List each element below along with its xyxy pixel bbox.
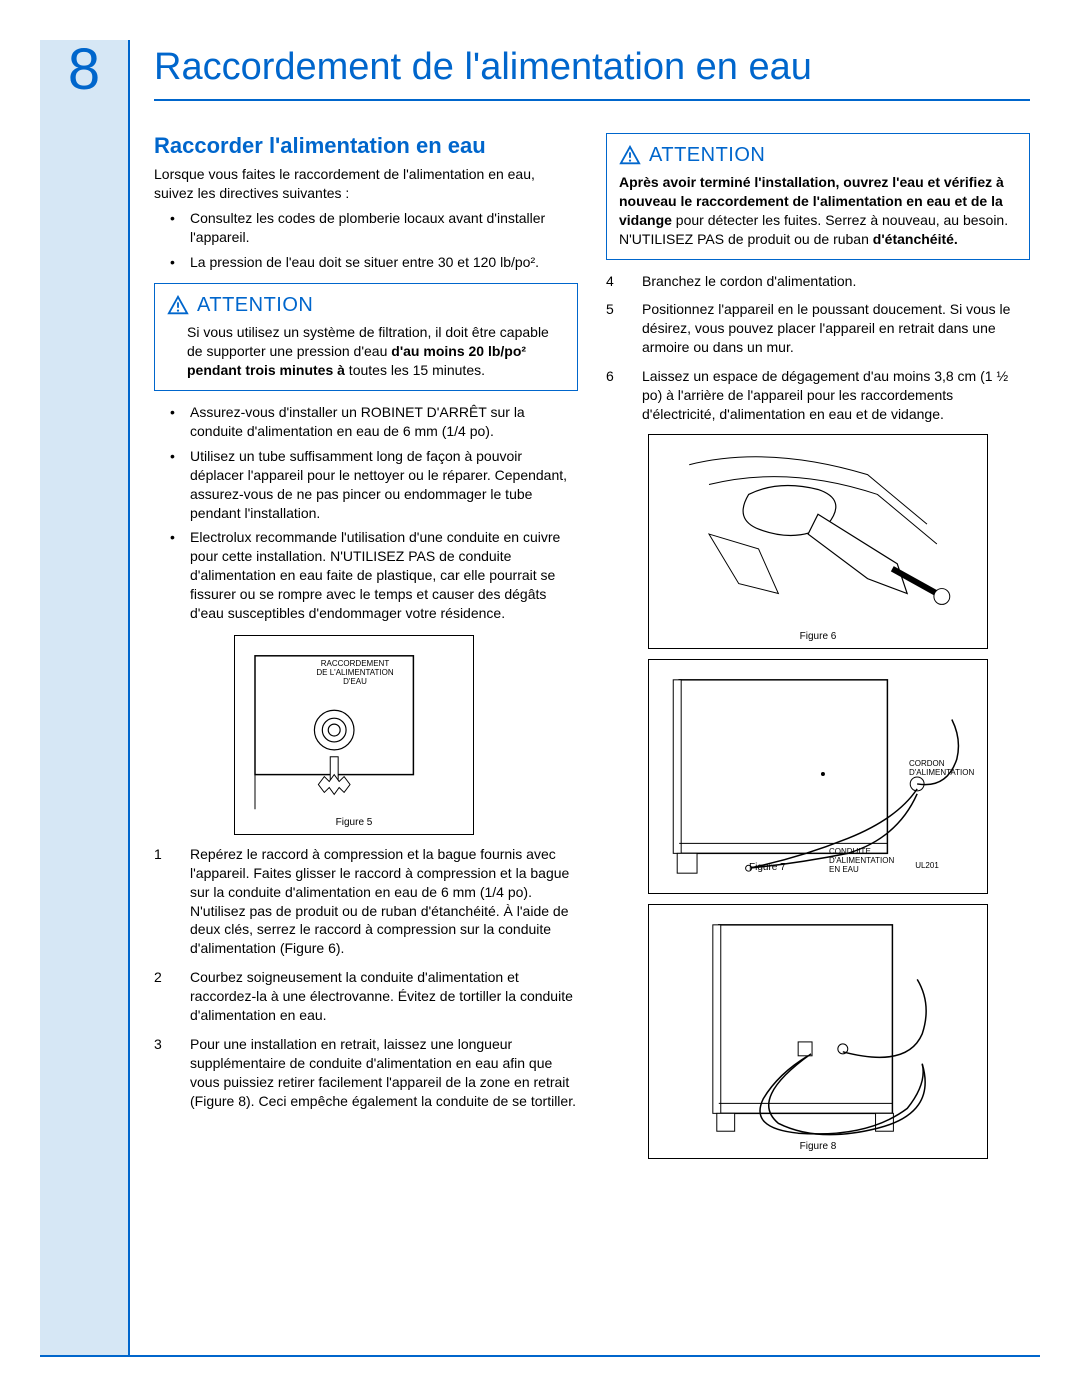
attention-body: Si vous utilisez un système de filtratio… xyxy=(167,323,565,380)
step-text: Repérez le raccord à compression et la b… xyxy=(190,845,578,958)
figure-7-caption: Figure 7 xyxy=(749,862,786,873)
bullet-list-1: Consultez les codes de plomberie locaux … xyxy=(154,209,578,272)
bullet-item: Assurez-vous d'installer un ROBINET D'AR… xyxy=(190,403,578,441)
attention-box-1: ATTENTION Si vous utilisez un système de… xyxy=(154,283,578,391)
attention-title: ATTENTION xyxy=(649,144,765,167)
attention-header: ATTENTION xyxy=(167,294,565,317)
step-num: 3 xyxy=(154,1035,190,1111)
step-text: Branchez le cordon d'alimentation. xyxy=(642,272,1030,291)
step-text: Positionnez l'appareil en le poussant do… xyxy=(642,300,1030,357)
figure-5-label: RACCORDEMENT DE L'ALIMENTATION D'EAU xyxy=(305,660,405,686)
steps-right: 4Branchez le cordon d'alimentation. 5Pos… xyxy=(606,272,1030,424)
step-item: 5Positionnez l'appareil en le poussant d… xyxy=(606,300,1030,357)
figure-5-caption: Figure 5 xyxy=(235,817,473,828)
figure-5: RACCORDEMENT DE L'ALIMENTATION D'EAU Fig… xyxy=(234,635,474,835)
bullet-item: Electrolux recommande l'utilisation d'un… xyxy=(190,528,578,622)
attention-title: ATTENTION xyxy=(197,294,313,317)
right-column: ATTENTION Après avoir terminé l'installa… xyxy=(606,133,1030,1169)
figure-8: Figure 8 xyxy=(648,904,988,1159)
figure-7: CORDON D'ALIMENTATION CONDUITE D'ALIMENT… xyxy=(648,659,988,894)
bullet-item: Utilisez un tube suffisamment long de fa… xyxy=(190,447,578,523)
step-num: 5 xyxy=(606,300,642,357)
attention-body: Après avoir terminé l'installation, ouvr… xyxy=(619,173,1017,249)
step-item: 2Courbez soigneusement la conduite d'ali… xyxy=(154,968,578,1025)
attention-header: ATTENTION xyxy=(619,144,1017,167)
bullet-list-2: Assurez-vous d'installer un ROBINET D'AR… xyxy=(154,403,578,623)
figure-7-water-label: CONDUITE D'ALIMENTATION EN EAU xyxy=(829,848,909,874)
step-item: 4Branchez le cordon d'alimentation. xyxy=(606,272,1030,291)
step-num: 2 xyxy=(154,968,190,1025)
two-column-layout: Raccorder l'alimentation en eau Lorsque … xyxy=(154,133,1030,1169)
step-num: 6 xyxy=(606,367,642,424)
step-text: Pour une installation en retrait, laisse… xyxy=(190,1035,578,1111)
step-num: 4 xyxy=(606,272,642,291)
content-area: Raccordement de l'alimentation en eau Ra… xyxy=(130,40,1040,1355)
step-text: Courbez soigneusement la conduite d'alim… xyxy=(190,968,578,1025)
section-title: Raccorder l'alimentation en eau xyxy=(154,133,578,159)
figure-8-caption: Figure 8 xyxy=(649,1141,987,1152)
bullet-item: La pression de l'eau doit se situer entr… xyxy=(190,253,578,272)
warning-triangle-icon xyxy=(619,145,641,167)
figure-6-caption: Figure 6 xyxy=(649,631,987,642)
figure-7-cord-label: CORDON D'ALIMENTATION xyxy=(909,760,979,778)
warning-triangle-icon xyxy=(167,295,189,317)
attention-box-2: ATTENTION Après avoir terminé l'installa… xyxy=(606,133,1030,260)
figure-6-svg xyxy=(649,435,987,648)
intro-text: Lorsque vous faites le raccordement de l… xyxy=(154,165,578,203)
step-num: 1 xyxy=(154,845,190,958)
figure-6: Figure 6 xyxy=(648,434,988,649)
page-title: Raccordement de l'alimentation en eau xyxy=(154,46,1030,101)
left-column: Raccorder l'alimentation en eau Lorsque … xyxy=(154,133,578,1169)
bullet-item: Consultez les codes de plomberie locaux … xyxy=(190,209,578,247)
attention-text-post: toutes les 15 minutes. xyxy=(345,362,485,378)
step-text: Laissez un espace de dégagement d'au moi… xyxy=(642,367,1030,424)
page-number: 8 xyxy=(40,36,128,103)
steps-left: 1Repérez le raccord à compression et la … xyxy=(154,845,578,1111)
figure-7-ul-label: UL201 xyxy=(907,862,947,871)
attention-text-bold2: d'étanchéité. xyxy=(873,231,958,247)
page-frame: 8 Raccordement de l'alimentation en eau … xyxy=(40,40,1040,1357)
left-margin-strip: 8 xyxy=(40,40,130,1355)
step-item: 1Repérez le raccord à compression et la … xyxy=(154,845,578,958)
figure-8-svg xyxy=(649,905,987,1158)
step-item: 6Laissez un espace de dégagement d'au mo… xyxy=(606,367,1030,424)
step-item: 3Pour une installation en retrait, laiss… xyxy=(154,1035,578,1111)
